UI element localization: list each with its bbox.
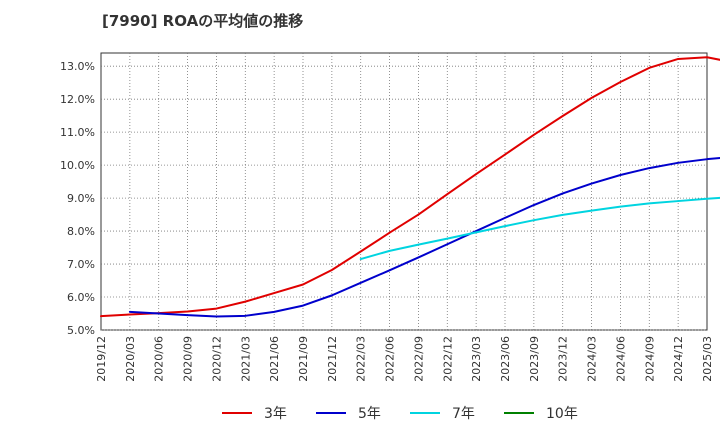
x-tick-label: 2022/06 (384, 336, 397, 382)
y-tick-label: 7.0% (67, 258, 95, 271)
x-tick-label: 2020/12 (210, 336, 223, 382)
x-tick-label: 2024/03 (586, 336, 599, 382)
y-tick-label: 10.0% (60, 159, 95, 172)
y-axis-ticks: 5.0% 6.0% 7.0% 8.0% 9.0% 10.0% 11.0% 12.0% 13.0% (60, 60, 95, 337)
legend-label: 5年 (358, 406, 381, 422)
y-tick-label: 13.0% (60, 60, 95, 73)
x-tick-label: 2019/12 (95, 336, 108, 382)
x-tick-label: 2021/06 (268, 336, 281, 382)
x-tick-label: 2024/09 (643, 336, 656, 382)
x-tick-label: 2020/09 (182, 336, 195, 382)
x-axis-ticks: 2019/12 2020/03 2020/06 2020/09 2020/12 2021/… (95, 336, 714, 382)
legend-label: 10年 (546, 406, 578, 422)
series-line-5年 (128, 156, 720, 318)
y-tick-label: 9.0% (67, 192, 95, 205)
series-lines (100, 56, 720, 318)
grid-lines (101, 53, 707, 331)
chart-title: [7990] ROAの平均値の推移 (102, 12, 304, 30)
y-tick-label: 11.0% (60, 126, 95, 139)
y-tick-label: 8.0% (67, 225, 95, 238)
legend-label: 7年 (452, 406, 475, 422)
x-tick-label: 2023/06 (499, 336, 512, 382)
series-line-7年 (359, 196, 720, 261)
plot-area (100, 52, 708, 331)
x-tick-label: 2022/03 (355, 336, 368, 382)
x-tick-label: 2021/12 (326, 336, 339, 382)
x-tick-label: 2023/09 (528, 336, 541, 382)
x-tick-label: 2022/12 (441, 336, 454, 382)
x-tick-label: 2020/03 (124, 336, 137, 382)
legend: 3年 5年 7年 10年 (222, 406, 578, 422)
x-tick-label: 2021/03 (239, 336, 252, 382)
y-tick-label: 6.0% (67, 291, 95, 304)
legend-label: 3年 (264, 406, 287, 422)
y-tick-label: 12.0% (60, 93, 95, 106)
x-tick-label: 2021/09 (297, 336, 310, 382)
y-tick-label: 5.0% (67, 324, 95, 337)
x-tick-label: 2024/06 (614, 336, 627, 382)
x-tick-label: 2025/03 (701, 336, 714, 382)
x-tick-label: 2020/06 (153, 336, 166, 382)
x-tick-label: 2023/12 (557, 336, 570, 382)
x-tick-label: 2024/12 (672, 336, 685, 382)
x-tick-label: 2023/03 (470, 336, 483, 382)
x-tick-label: 2022/09 (412, 336, 425, 382)
series-line-3年 (100, 56, 720, 318)
